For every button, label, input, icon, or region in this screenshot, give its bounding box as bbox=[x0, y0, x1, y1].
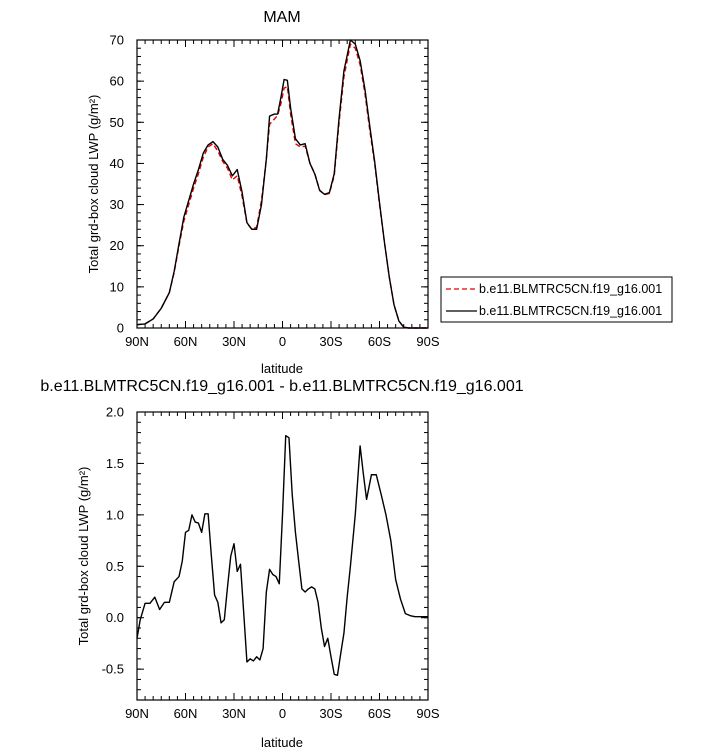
panel1-y-tick-label: 0 bbox=[117, 321, 124, 336]
panel2-x-tick-label: 0 bbox=[279, 706, 286, 721]
panel2-x-tick-label: 60N bbox=[174, 706, 198, 721]
legend: b.e11.BLMTRC5CN.f19_g16.001 b.e11.BLMTRC… bbox=[440, 276, 673, 323]
panel2-y-tick-label: 2.0 bbox=[106, 405, 124, 420]
panel1-x-tick-label: 0 bbox=[279, 334, 286, 349]
panel2-x-axis-title: latitude bbox=[261, 735, 303, 750]
panel1-x-axis-title: latitude bbox=[261, 361, 303, 376]
panel2-x-tick-label: 30N bbox=[222, 706, 246, 721]
panel1-y-tick-label: 10 bbox=[110, 279, 124, 294]
panel1-x-tick-label: 60N bbox=[174, 334, 198, 349]
panel2-plot: 90N 60N 30N 0 30S 60S 90S -0.5 0.0 0.5 1.0 1.5 2.0 bbox=[102, 405, 440, 722]
panel1-x-tick-label: 30N bbox=[222, 334, 246, 349]
panel2-frame bbox=[136, 411, 429, 701]
panel1-y-tick-label: 50 bbox=[110, 115, 124, 130]
panel1-y-tick-label: 60 bbox=[110, 74, 124, 89]
panel1-series-0-line bbox=[136, 43, 428, 329]
panel2-x-tick-label: 90S bbox=[416, 706, 439, 721]
panel2-title: b.e11.BLMTRC5CN.f19_g16.001 - b.e11.BLMT… bbox=[40, 378, 523, 395]
panel2-y-tick-label: 0.5 bbox=[106, 559, 124, 574]
panel1-title: MAM bbox=[263, 9, 300, 26]
panel1-y-tick-label: 30 bbox=[110, 197, 124, 212]
panel1-y-tick-label: 20 bbox=[110, 238, 124, 253]
panel2-y-tick-label: 0.0 bbox=[106, 610, 124, 625]
panel1-y-tick-label: 40 bbox=[110, 156, 124, 171]
panel2-x-tick-label: 60S bbox=[368, 706, 391, 721]
panel1-frame bbox=[136, 39, 429, 329]
panel1-series-1-line bbox=[136, 39, 428, 329]
panel2-y-tick-label: 1.0 bbox=[106, 507, 124, 522]
panel1-y-tick-label: 70 bbox=[110, 33, 124, 48]
panel2-y-tick-label: -0.5 bbox=[102, 662, 124, 677]
panel2-y-axis-title: Total grd-box cloud LWP (g/m²) bbox=[76, 467, 91, 646]
legend-label-1: b.e11.BLMTRC5CN.f19_g16.001 bbox=[479, 304, 662, 318]
panel2-series-0-line bbox=[136, 434, 428, 677]
legend-label-0: b.e11.BLMTRC5CN.f19_g16.001 bbox=[479, 282, 662, 296]
panel1-x-tick-label: 90N bbox=[125, 334, 149, 349]
panel1-x-tick-label: 30S bbox=[319, 334, 342, 349]
panel1-plot: 90N 60N 30N 0 30S 60S 90S 0 10 20 30 40 50 60 70 bbox=[110, 33, 440, 350]
panel1-x-tick-label: 90S bbox=[416, 334, 439, 349]
legend-box bbox=[440, 276, 673, 323]
panel2-y-tick-label: 1.5 bbox=[106, 456, 124, 471]
panel1-y-axis-title: Total grd-box cloud LWP (g/m²) bbox=[86, 95, 101, 274]
panel2-x-tick-label: 90N bbox=[125, 706, 149, 721]
panel1-x-tick-label: 60S bbox=[368, 334, 391, 349]
panel2-x-tick-label: 30S bbox=[319, 706, 342, 721]
